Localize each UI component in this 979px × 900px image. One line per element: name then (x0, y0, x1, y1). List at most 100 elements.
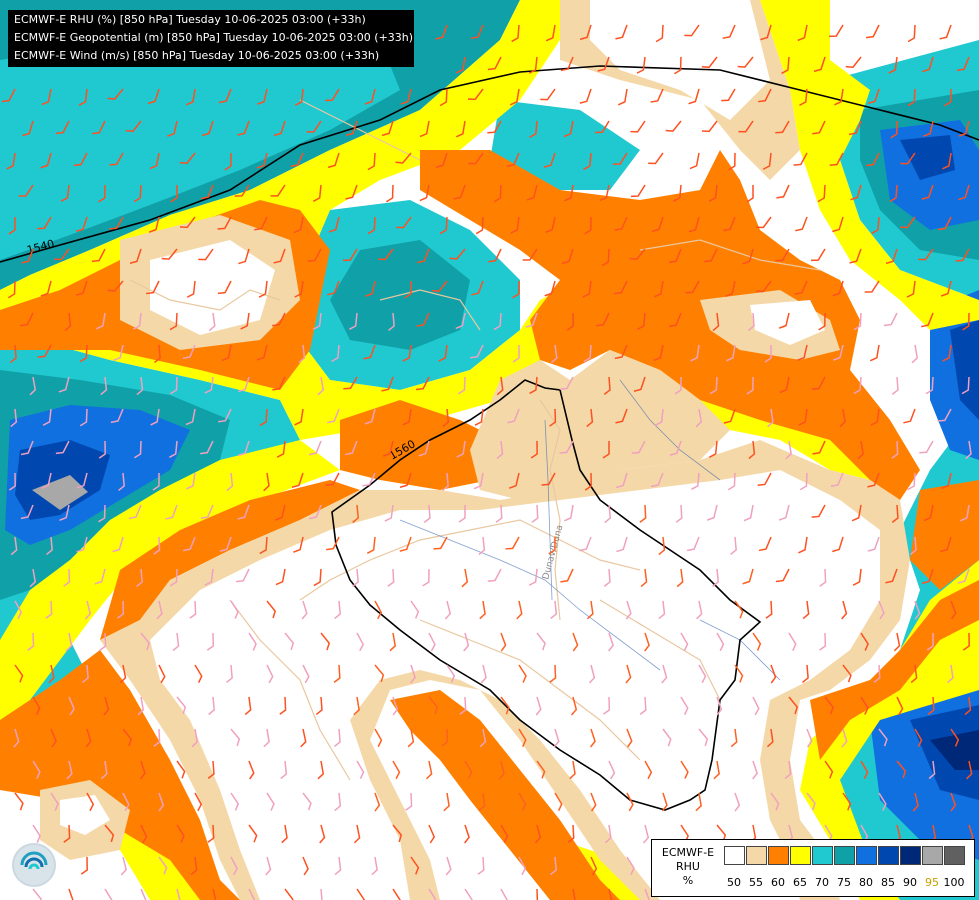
wind-barb-icon (204, 568, 214, 586)
wind-barb-icon (500, 632, 507, 652)
wind-barb-icon (925, 376, 934, 395)
wind-barb-icon (98, 440, 106, 459)
wind-barb-icon (132, 312, 142, 330)
wind-barb-icon (109, 152, 124, 166)
wind-barb-icon (176, 824, 185, 843)
wind-barb-icon (912, 792, 919, 812)
wind-barb-icon (626, 728, 633, 748)
wind-barb-icon (273, 248, 286, 264)
wind-barb-icon (512, 344, 520, 363)
wind-barb-icon (317, 376, 325, 396)
wind-barb-icon (590, 792, 597, 812)
wind-barb-icon (248, 632, 257, 651)
wind-barb-icon (198, 248, 214, 261)
wind-barb-icon (793, 152, 808, 166)
legend-swatch (900, 846, 921, 865)
wind-barb-icon (343, 376, 358, 390)
wind-barb-icon (58, 376, 70, 393)
wind-barb-icon (238, 376, 250, 393)
wind-barb-icon (829, 152, 844, 166)
wind-barb-icon (658, 536, 666, 556)
wind-barb-icon (955, 248, 970, 262)
wind-barb-icon (145, 280, 160, 295)
wind-barb-icon (680, 696, 689, 715)
wind-barb-icon (7, 280, 16, 299)
wind-barb-icon (734, 792, 741, 812)
wind-barb-icon (723, 216, 736, 232)
wind-barb-icon (500, 888, 509, 900)
wind-barb-icon (734, 664, 744, 683)
wind-barb-icon (248, 824, 258, 843)
wind-barb-icon (613, 280, 628, 295)
wind-barb-icon (695, 792, 702, 812)
wind-barb-icon (100, 760, 108, 780)
wind-barb-icon (852, 568, 862, 586)
geopotential-contours (0, 65, 979, 811)
legend-tick-label: 65 (793, 876, 807, 889)
wind-barb-icon (363, 344, 376, 360)
wind-barb-icon (237, 120, 250, 136)
wind-barb-icon (327, 280, 340, 296)
wind-barb-icon (116, 600, 125, 619)
wind-barb-icon (914, 728, 923, 748)
wind-barb-icon (860, 760, 869, 780)
meteorological-service-logo-icon (12, 843, 56, 887)
wind-barb-icon (867, 472, 880, 488)
wind-barb-icon (478, 536, 486, 556)
wind-barb-icon (496, 440, 504, 460)
wind-barb-icon (169, 568, 178, 587)
wind-barb-icon (300, 728, 307, 748)
wind-barb-icon (29, 376, 37, 396)
wind-barb-icon (290, 152, 304, 167)
wind-barb-icon (956, 56, 970, 72)
wind-barb-icon (302, 792, 312, 811)
wind-barb-icon (713, 760, 720, 780)
wind-barb-icon (208, 696, 216, 716)
wind-barb-icon (691, 472, 700, 491)
wind-barb-icon (201, 120, 214, 137)
wind-barb-icon (534, 824, 542, 844)
wind-barb-icon (468, 152, 484, 165)
wind-barb-icon (147, 88, 160, 105)
wind-barb-icon (444, 600, 452, 620)
wind-barb-icon (548, 536, 556, 555)
wind-barb-icon (802, 600, 810, 620)
wind-barb-icon (137, 696, 145, 716)
wind-barb-icon (507, 408, 520, 424)
wind-barb-icon (799, 88, 808, 107)
wind-barb-icon (204, 376, 214, 394)
wind-barb-icon (456, 440, 466, 458)
rhu-tan-bands (100, 0, 910, 900)
wind-barb-icon (84, 600, 92, 620)
wind-barb-icon (674, 56, 682, 75)
wind-barb-icon (608, 760, 616, 780)
wind-barb-icon (371, 856, 378, 876)
wind-barb-icon (418, 440, 430, 457)
wind-barb-icon (165, 504, 178, 520)
wind-barb-icon (210, 888, 217, 900)
wind-barb-icon (367, 216, 376, 235)
wind-barb-icon (841, 600, 848, 620)
wind-barb-icon (37, 216, 52, 230)
wind-barb-icon (396, 216, 412, 229)
wind-barb-icon (801, 664, 809, 684)
wind-barb-icon (488, 248, 502, 263)
wind-barb-icon (644, 888, 651, 900)
wind-barb-icon (569, 888, 577, 900)
wind-barb-icon (639, 696, 647, 715)
wind-barb-icon (218, 408, 232, 423)
wind-barb-icon (926, 632, 934, 651)
wind-barb-icon (842, 792, 852, 811)
legend-title-model: ECMWF-E (661, 846, 715, 859)
wind-barb-icon (842, 664, 852, 683)
wind-barb-icon (374, 792, 381, 812)
wind-barb-icon (811, 248, 826, 262)
wind-barb-icon (224, 152, 232, 171)
wind-barb-icon (312, 312, 322, 330)
wind-barb-icon (119, 664, 127, 684)
wind-barb-icon (518, 856, 527, 876)
wind-barb-icon (266, 792, 275, 811)
wind-barb-icon (194, 664, 203, 683)
wind-barb-icon (294, 408, 304, 426)
wind-barb-icon (498, 760, 505, 780)
